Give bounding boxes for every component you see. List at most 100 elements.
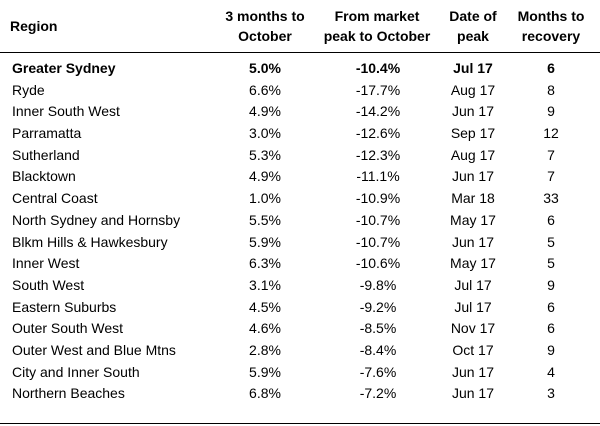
cell-region: Northern Beaches	[12, 385, 125, 402]
cell-peak-date: May 17	[450, 211, 496, 228]
cell-three-months: 6.8%	[249, 385, 281, 402]
header-three-months-line2: October	[238, 28, 292, 44]
cell-months-recovery: 9	[547, 276, 555, 293]
cell-from-peak: -9.2%	[359, 298, 397, 315]
header-months-recovery-line2: recovery	[521, 28, 581, 44]
table-row: Inner West 6.3% -10.6% May 17 5	[0, 253, 600, 275]
cell-three-months: 5.5%	[249, 211, 281, 228]
cell-months-recovery: 5	[547, 255, 555, 272]
table-row: Blkm Hills & Hawkesbury 5.9% -10.7% Jun 17 5	[0, 232, 600, 254]
cell-from-peak: -10.6%	[355, 255, 401, 272]
table-row: City and Inner South 5.9% -7.6% Jun 17 4	[0, 362, 600, 384]
cell-peak-date: Jul 17	[454, 298, 492, 315]
header-peak-date-line2: peak	[457, 28, 489, 44]
cell-peak-date: Jun 17	[451, 363, 495, 380]
header-three-months: 3 months to October	[210, 6, 320, 46]
table-body: Greater Sydney 5.0% -10.4% Jul 17 6 Ryde 6.6% -…	[0, 58, 600, 405]
cell-three-months: 4.9%	[249, 103, 281, 120]
cell-region: Inner West	[12, 255, 80, 272]
header-months-recovery: Months to recovery	[506, 6, 596, 46]
cell-region: Inner South West	[12, 103, 120, 120]
cell-three-months: 5.9%	[249, 233, 281, 250]
cell-months-recovery: 12	[543, 125, 559, 142]
table-header: Region 3 months to October From market p…	[0, 0, 600, 53]
cell-peak-date: Nov 17	[450, 320, 496, 337]
cell-region: Parramatta	[12, 125, 82, 142]
cell-months-recovery: 6	[547, 320, 555, 337]
cell-from-peak: -10.7%	[355, 211, 401, 228]
cell-region: Outer West and Blue Mtns	[12, 341, 176, 358]
cell-three-months: 1.0%	[249, 190, 281, 207]
table-row: Northern Beaches 6.8% -7.2% Jun 17 3	[0, 383, 600, 405]
cell-months-recovery: 6	[547, 211, 555, 228]
cell-peak-date: Jun 17	[451, 233, 495, 250]
cell-from-peak: -12.6%	[355, 125, 401, 142]
cell-from-peak: -12.3%	[355, 146, 401, 163]
cell-from-peak: -10.9%	[355, 190, 401, 207]
cell-three-months: 5.3%	[249, 146, 281, 163]
cell-three-months: 4.9%	[249, 168, 281, 185]
cell-months-recovery: 3	[547, 385, 555, 402]
table-row: Sutherland 5.3% -12.3% Aug 17 7	[0, 145, 600, 167]
cell-region: North Sydney and Hornsby	[12, 211, 181, 228]
bottom-divider	[0, 423, 600, 424]
table-row: Outer West and Blue Mtns 2.8% -8.4% Oct 17 9	[0, 340, 600, 362]
cell-region: Blacktown	[12, 168, 76, 185]
cell-region: Eastern Suburbs	[12, 298, 117, 315]
cell-three-months: 3.0%	[249, 125, 281, 142]
header-from-peak: From market peak to October	[314, 6, 440, 46]
table-row-total: Greater Sydney 5.0% -10.4% Jul 17 6	[0, 58, 600, 80]
header-three-months-line1: 3 months to	[225, 8, 305, 24]
cell-three-months: 6.3%	[249, 255, 281, 272]
cell-peak-date: Mar 18	[451, 190, 495, 207]
cell-months-recovery: 8	[547, 81, 555, 98]
table-row: Blacktown 4.9% -11.1% Jun 17 7	[0, 166, 600, 188]
cell-three-months: 3.1%	[249, 276, 281, 293]
cell-months-recovery: 4	[547, 363, 555, 380]
cell-three-months: 4.5%	[249, 298, 281, 315]
header-from-peak-line1: From market	[334, 8, 420, 24]
cell-region: Outer South West	[12, 320, 124, 337]
cell-months-recovery: 6	[547, 60, 555, 76]
cell-region: Sutherland	[12, 146, 80, 163]
cell-peak-date: Jun 17	[451, 103, 495, 120]
cell-peak-date: May 17	[450, 255, 496, 272]
cell-peak-date: Jun 17	[451, 385, 495, 402]
cell-three-months: 4.6%	[249, 320, 281, 337]
cell-region: South West	[12, 276, 85, 293]
table-row: Ryde 6.6% -17.7% Aug 17 8	[0, 80, 600, 102]
cell-months-recovery: 9	[547, 103, 555, 120]
cell-months-recovery: 33	[543, 190, 559, 207]
cell-peak-date: Jul 17	[454, 276, 492, 293]
cell-from-peak: -8.5%	[359, 320, 397, 337]
cell-three-months: 6.6%	[249, 81, 281, 98]
cell-region: Central Coast	[12, 190, 98, 207]
cell-months-recovery: 7	[547, 168, 555, 185]
cell-from-peak: -14.2%	[355, 103, 401, 120]
cell-months-recovery: 7	[547, 146, 555, 163]
cell-peak-date: Jul 17	[453, 60, 493, 76]
cell-from-peak: -10.7%	[355, 233, 401, 250]
cell-from-peak: -10.4%	[355, 60, 401, 76]
table-row: North Sydney and Hornsby 5.5% -10.7% May 17…	[0, 210, 600, 232]
cell-peak-date: Jun 17	[451, 168, 495, 185]
table-row: Eastern Suburbs 4.5% -9.2% Jul 17 6	[0, 297, 600, 319]
header-months-recovery-line1: Months to	[517, 8, 585, 24]
cell-three-months: 5.0%	[249, 60, 281, 76]
cell-region: Greater Sydney	[12, 60, 116, 76]
cell-months-recovery: 6	[547, 298, 555, 315]
cell-from-peak: -17.7%	[355, 81, 401, 98]
table-row: South West 3.1% -9.8% Jul 17 9	[0, 275, 600, 297]
table-row: Inner South West 4.9% -14.2% Jun 17 9	[0, 101, 600, 123]
cell-from-peak: -9.8%	[359, 276, 397, 293]
header-peak-date-line1: Date of	[449, 8, 497, 24]
header-region: Region	[10, 18, 58, 34]
cell-from-peak: -7.2%	[359, 385, 397, 402]
cell-peak-date: Aug 17	[450, 146, 496, 163]
cell-region: Ryde	[12, 81, 45, 98]
table-row: Parramatta 3.0% -12.6% Sep 17 12	[0, 123, 600, 145]
cell-three-months: 5.9%	[249, 363, 281, 380]
cell-peak-date: Aug 17	[450, 81, 496, 98]
cell-months-recovery: 5	[547, 233, 555, 250]
